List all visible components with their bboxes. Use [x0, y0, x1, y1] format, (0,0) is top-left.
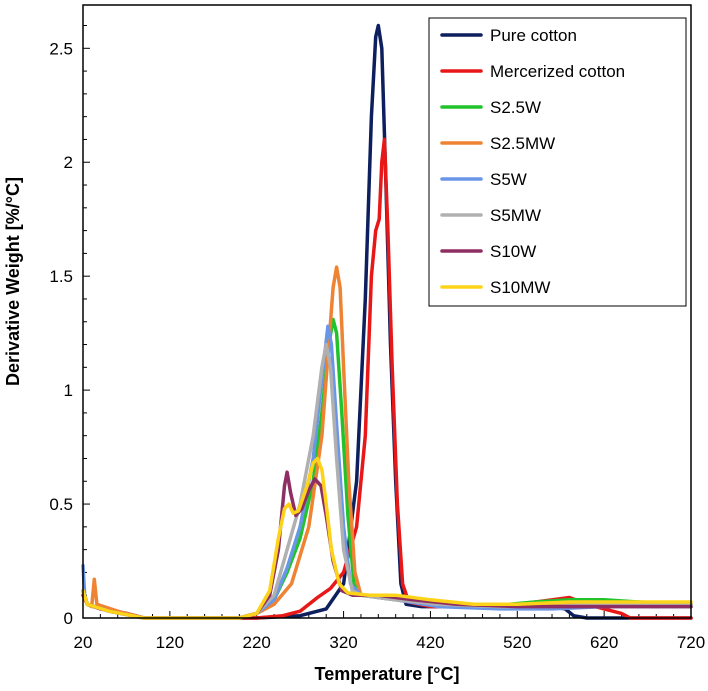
plot-frame — [82, 4, 692, 619]
series-line-s5w — [81, 324, 693, 620]
series-line-s2-5mw — [81, 265, 693, 620]
legend-label-mercerized-cotton: Mercerized cotton — [490, 62, 625, 81]
legend-label-s5mw: S5MW — [490, 206, 541, 225]
series-line-s10mw — [81, 456, 693, 620]
series-line-mercerized-cotton — [81, 137, 693, 620]
series-lines — [81, 23, 693, 620]
legend-box — [428, 17, 687, 307]
legend-label-pure-cotton: Pure cotton — [490, 26, 577, 45]
legend-label-s10w: S10W — [490, 242, 536, 261]
y-tick-label: 2 — [64, 153, 73, 172]
x-tick-label: 720 — [677, 633, 705, 652]
y-tick-label: 2.5 — [49, 39, 73, 58]
y-tick-label: 1.5 — [49, 267, 73, 286]
y-axis-title: Derivative Weight [%/°C] — [3, 177, 23, 386]
x-tick-label: 120 — [156, 633, 184, 652]
x-tick-label: 520 — [503, 633, 531, 652]
y-axis-ticks: 0 0.5 1 1.5 2 2.5 — [49, 25, 90, 628]
legend-label-s2-5mw: S2.5MW — [490, 134, 555, 153]
x-axis-ticks: 20 120 220 320 420 520 620 720 — [74, 611, 705, 652]
y-tick-label: 1 — [64, 381, 73, 400]
legend: Pure cotton Mercerized cotton S2.5W S2.5MW S… — [428, 17, 687, 307]
y-tick-label: 0.5 — [49, 495, 73, 514]
x-tick-label: 220 — [243, 633, 271, 652]
legend-label-s2-5w: S2.5W — [490, 98, 541, 117]
series-line-s5mw — [81, 342, 693, 620]
legend-label-s10mw: S10MW — [490, 278, 550, 297]
x-tick-label: 420 — [416, 633, 444, 652]
x-tick-label: 20 — [74, 633, 93, 652]
y-tick-label: 0 — [64, 609, 73, 628]
x-axis-title: Temperature [°C] — [315, 664, 460, 684]
x-tick-label: 320 — [329, 633, 357, 652]
series-line-s2-5w — [81, 317, 693, 620]
x-tick-label: 620 — [590, 633, 618, 652]
legend-label-s5w: S5W — [490, 170, 527, 189]
